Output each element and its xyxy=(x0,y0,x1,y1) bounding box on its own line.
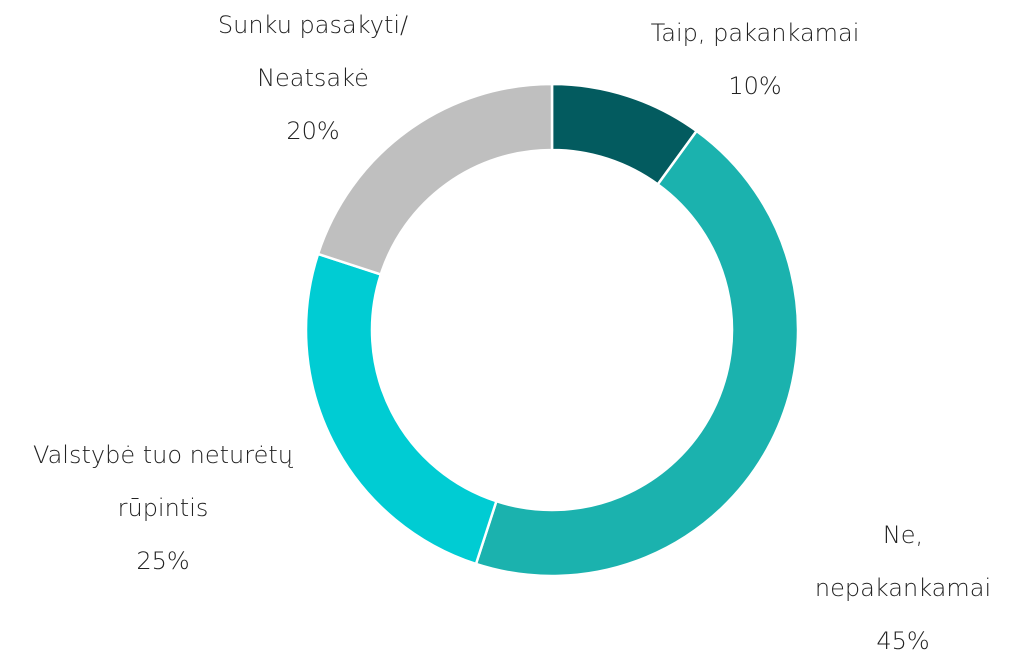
donut-segment xyxy=(304,252,498,566)
chart: Taip, pakankamai 10% Ne, nepakankamai 45% Va… xyxy=(33,0,991,655)
category-label: Ne, nepakankamai xyxy=(814,521,992,602)
donut-segment xyxy=(316,82,554,276)
data-label: Ne, nepakankamai 45% xyxy=(815,509,991,668)
value-label: 25% xyxy=(136,547,190,575)
value-label: 10% xyxy=(728,72,782,100)
data-label: Valstybė tuo neturėtų rūpintis 25% xyxy=(33,429,293,588)
value-label: 45% xyxy=(876,627,930,655)
data-label: Taip, pakankamai 10% xyxy=(651,7,860,113)
category-label: Taip, pakankamai xyxy=(650,19,860,47)
category-label: Sunku pasakyti/ Neatsakė xyxy=(217,11,409,92)
value-label: 20% xyxy=(286,117,340,145)
donut-segment xyxy=(474,129,800,578)
category-label: Valstybė tuo neturėtų rūpintis xyxy=(33,441,293,522)
donut xyxy=(304,82,800,578)
data-label: Sunku pasakyti/ Neatsakė 20% xyxy=(218,0,408,158)
